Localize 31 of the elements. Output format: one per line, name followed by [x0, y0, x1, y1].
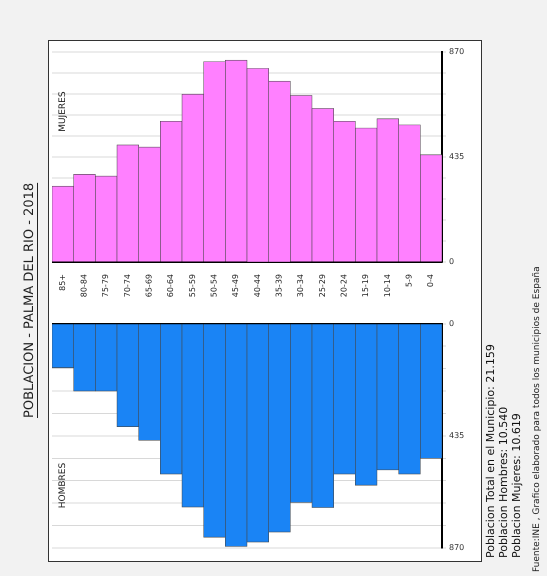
x-tick-label: 85+	[58, 274, 67, 291]
text: Poblacion Total en el Municipio: 21.159	[484, 343, 497, 558]
x-tick-label: 35-39	[274, 274, 284, 298]
source-note: Fuente:INE , Grafico elaborado para todos los municipios de España	[532, 265, 542, 572]
x-tick-label: 20-24	[340, 274, 349, 298]
y-tick-label: 0	[449, 318, 454, 328]
x-tick-label: 70-74	[122, 274, 132, 298]
y-tick-label: 435	[449, 152, 464, 162]
x-tick-label: 40-44	[252, 274, 262, 298]
x-tick-label: 65-69	[144, 274, 154, 298]
x-tick-label: 5-9	[404, 274, 414, 288]
text: HOMBRES	[58, 462, 68, 508]
x-tick-label: 80-84	[80, 274, 89, 298]
x-tick-label: 0-4	[426, 274, 436, 288]
x-tick-label: 30-34	[296, 274, 306, 298]
x-tick-label: 15-19	[361, 274, 370, 298]
x-tick-label: 50-54	[210, 274, 219, 298]
y-tick-label: 870	[449, 543, 464, 552]
y-tick-label: 435	[449, 430, 464, 440]
text: MUJERES	[58, 91, 68, 132]
x-tick-label: 75-79	[101, 274, 110, 298]
y-tick-label: 870	[449, 47, 464, 56]
text: Poblacion Hombres: 10.540	[497, 406, 510, 558]
x-tick-label: 45-49	[231, 274, 240, 298]
x-tick-label: 55-59	[188, 274, 197, 298]
y-tick-label: 0	[449, 257, 454, 266]
x-tick-label: 60-64	[166, 274, 176, 298]
x-tick-label: 10-14	[382, 274, 392, 298]
x-tick-label: 25-29	[318, 274, 327, 298]
text: POBLACION - PALMA DEL RIO - 2018	[22, 181, 37, 420]
text: Poblacion Mujeres: 10.619	[510, 412, 523, 558]
